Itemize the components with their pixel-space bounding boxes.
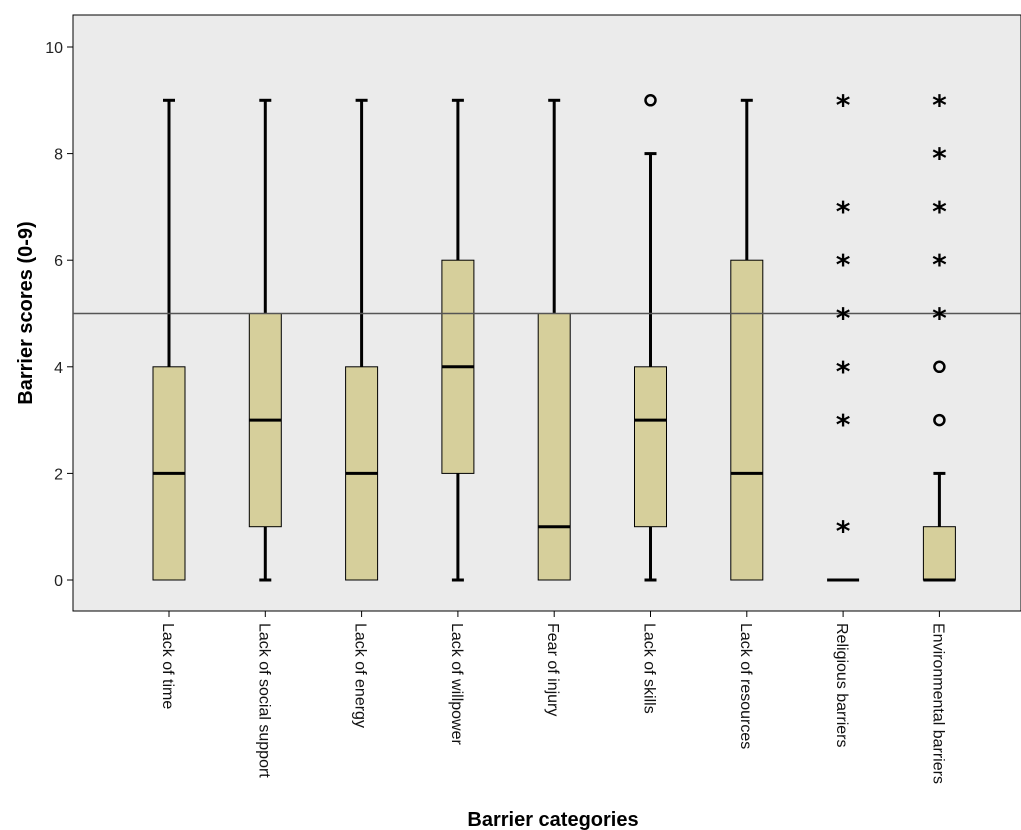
outlier-circle xyxy=(933,360,946,374)
outlier-star: * xyxy=(932,248,947,281)
x-axis-title: Barrier categories xyxy=(467,809,638,830)
outlier-star: * xyxy=(836,248,851,281)
box xyxy=(537,313,571,581)
category-label: Lack of willpower xyxy=(448,623,465,746)
outlier-star: * xyxy=(932,142,947,175)
category-label: Environmental barriers xyxy=(929,623,946,784)
category-label: Lack of energy xyxy=(352,623,369,728)
y-tick-label: 2 xyxy=(54,466,63,483)
y-axis: 0 2 4 6 8 10 xyxy=(45,40,73,590)
outlier-star: * xyxy=(836,302,851,335)
category-label: Lack of social support xyxy=(255,623,272,778)
outlier-star: * xyxy=(932,88,947,121)
box xyxy=(730,259,764,581)
y-tick-label: 4 xyxy=(54,360,63,377)
outlier-circle xyxy=(933,413,946,427)
outlier-star: * xyxy=(836,408,851,441)
box xyxy=(634,366,667,528)
boxes xyxy=(152,98,956,582)
category-label: Lack of resources xyxy=(737,623,754,749)
category-label: Religious barriers xyxy=(833,623,850,748)
outlier-star: * xyxy=(836,195,851,228)
category-label: Fear of injury xyxy=(544,623,561,716)
outlier-star: * xyxy=(836,88,851,121)
x-axis: Lack of time Lack of social support Lack o… xyxy=(159,611,946,784)
outlier-star: * xyxy=(932,195,947,228)
outlier-star: * xyxy=(836,355,851,388)
y-tick-label: 10 xyxy=(45,40,63,57)
y-tick-label: 8 xyxy=(54,147,63,164)
box xyxy=(922,526,956,581)
category-label: Lack of skills xyxy=(641,623,658,714)
outlier-star: * xyxy=(932,302,947,335)
category-label: Lack of time xyxy=(159,623,176,709)
outlier-circle xyxy=(644,94,657,107)
y-axis-title: Barrier scores (0-9) xyxy=(15,221,37,404)
outlier-star: * xyxy=(836,515,851,548)
outliers: * * * * * * * * * * * * xyxy=(644,88,947,548)
y-tick-label: 6 xyxy=(54,253,63,270)
y-tick-label: 0 xyxy=(54,573,63,590)
